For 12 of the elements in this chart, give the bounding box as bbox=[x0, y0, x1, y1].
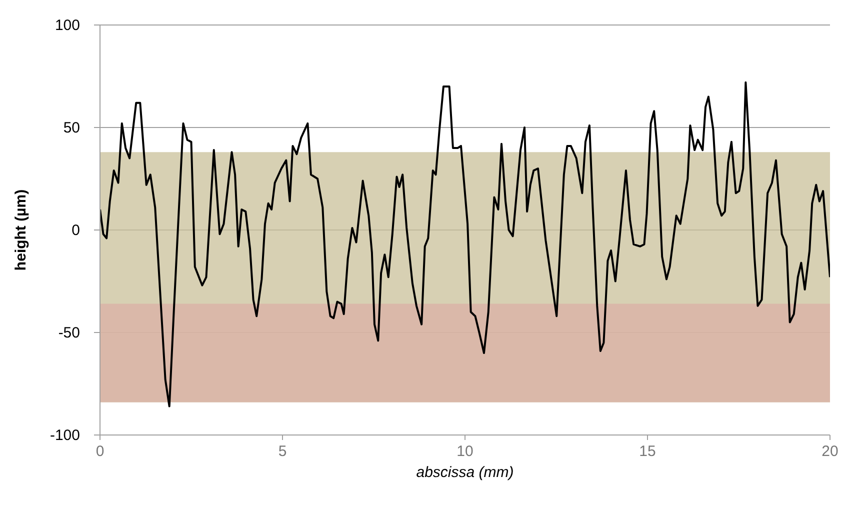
x-tick-label: 15 bbox=[639, 443, 656, 460]
x-tick-label: 10 bbox=[456, 443, 474, 460]
y-axis-title: height (µm) bbox=[12, 189, 30, 271]
y-tick-label: -100 bbox=[50, 427, 80, 444]
x-tick-label: 0 bbox=[96, 443, 104, 460]
x-tick-label: 20 bbox=[822, 443, 838, 460]
y-tick-label: 0 bbox=[72, 222, 80, 239]
x-axis-title: abscissa (mm) bbox=[416, 464, 514, 481]
x-tick-label: 5 bbox=[278, 443, 287, 460]
y-tick-label: 100 bbox=[54, 17, 80, 34]
y-tick-label: -50 bbox=[58, 324, 80, 342]
y-tick-label: 50 bbox=[63, 120, 80, 136]
